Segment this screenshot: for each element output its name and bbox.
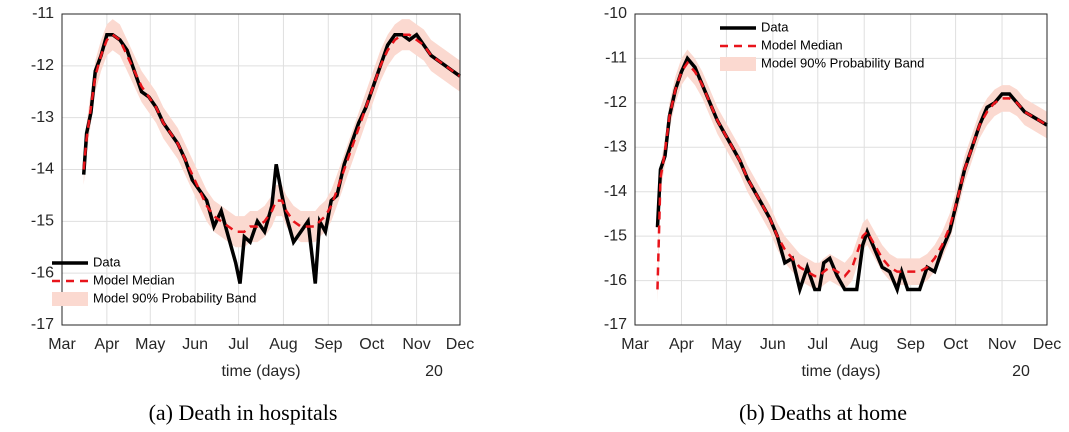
y-tick-label: -14 (31, 161, 54, 178)
x-tick-label: Aug (850, 336, 878, 353)
caption: (b) Deaths at home (739, 400, 907, 425)
legend-swatch (720, 57, 756, 71)
x-axis-label: time (days) (221, 363, 300, 380)
y-tick-label: -13 (604, 139, 627, 156)
legend-label: Model Median (93, 272, 175, 287)
panel: -17 -16 -15 -14 -13 -12 -11 Mar Apr May Jun Jul Aug S… (31, 5, 474, 425)
legend-label: Model 90% Probability Band (93, 290, 256, 305)
y-tick-label: -16 (604, 272, 627, 289)
x-tick-label: Jun (760, 336, 786, 353)
x-axis-label: time (days) (801, 363, 880, 380)
caption: (a) Death in hospitals (149, 400, 338, 425)
y-tick-label: -17 (31, 316, 54, 333)
x-tick-label: Nov (988, 336, 1016, 353)
axes-frame (61, 13, 461, 326)
x-tick-label: Apr (94, 336, 120, 353)
y-tick-label: -12 (604, 94, 627, 111)
x-tick-label: Mar (621, 336, 649, 353)
legend-label: Model 90% Probability Band (761, 55, 924, 70)
x-tick-label: Mar (48, 336, 76, 353)
y-tick-label: -10 (604, 5, 627, 22)
x-tick-label: Dec (446, 336, 474, 353)
series-line (81, 32, 462, 284)
x-axis-note: 20 (425, 363, 443, 380)
x-axis-note: 20 (1012, 363, 1030, 380)
y-tick-label: -14 (604, 183, 627, 200)
x-tick-label: Aug (269, 336, 297, 353)
legend-label: Model Median (761, 37, 843, 52)
probability-band (657, 49, 1047, 303)
x-tick-label: Nov (402, 336, 430, 353)
x-tick-label: Jun (182, 336, 208, 353)
x-tick-label: Oct (359, 336, 384, 353)
x-tick-label: Jul (808, 336, 828, 353)
x-tick-label: Jul (228, 336, 248, 353)
y-tick-label: -12 (31, 57, 54, 74)
x-tick-label: May (135, 336, 165, 353)
y-tick-label: -16 (31, 264, 54, 281)
panel: -17 -16 -15 -14 -13 -12 -11 -10 Mar Apr May Jun Jul A… (604, 5, 1061, 425)
legend-label: Data (93, 254, 121, 269)
x-tick-label: Oct (943, 336, 968, 353)
x-tick-label: Sep (896, 336, 925, 353)
series-line (656, 60, 1048, 290)
axes-frame (634, 13, 1048, 326)
y-tick-label: -15 (31, 213, 54, 230)
x-tick-label: Apr (669, 336, 695, 353)
x-tick-label: Sep (314, 336, 343, 353)
x-tick-label: Dec (1033, 336, 1061, 353)
legend-label: Data (761, 19, 789, 34)
legend-swatch (52, 292, 88, 306)
y-tick-label: -11 (605, 50, 627, 67)
y-tick-label: -11 (32, 5, 54, 22)
x-tick-label: May (711, 336, 741, 353)
y-tick-label: -13 (31, 109, 54, 126)
y-tick-label: -15 (604, 227, 627, 244)
y-tick-label: -17 (604, 316, 627, 333)
